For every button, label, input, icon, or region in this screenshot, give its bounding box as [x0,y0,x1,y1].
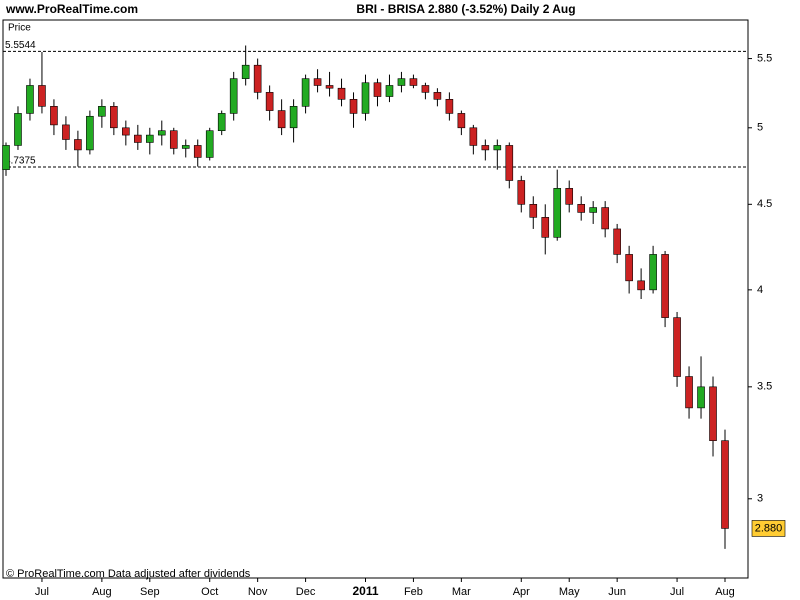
candle-body [98,106,106,117]
candle-body [493,145,502,151]
candle-body [613,228,621,255]
candle-body [86,115,94,151]
x-tick-label: Jul [35,586,49,598]
candle-body [709,386,717,441]
candle-body [14,113,22,146]
candle-body [661,254,669,318]
candle-body [685,376,693,409]
x-tick-label: Jul [670,586,684,598]
candle-body [122,127,130,136]
candle-body [601,207,609,230]
candle-body [457,113,466,129]
plot-frame [2,19,749,579]
candle-body [2,145,10,170]
x-tick-label: Dec [296,586,316,598]
x-tick-label: Mar [452,586,471,598]
candle-body [553,188,562,238]
x-tick-label: 2011 [352,584,378,598]
candle-body [38,85,46,107]
candle-body [301,78,310,107]
y-tick-label: 4.5 [757,198,772,210]
candle-body [373,82,382,97]
candle-body [625,254,633,282]
candle-body [146,134,154,143]
x-tick-label: Feb [404,586,423,598]
candle-body [469,127,478,146]
candle-body [26,85,34,114]
candle-body [565,188,574,205]
candle-body [361,82,370,114]
y-axis-label: Price [8,23,31,34]
x-tick-label: May [559,586,580,598]
y-tick-label: 3.5 [757,381,772,393]
last-price-label: 2.880 [755,522,783,534]
candle-body [697,386,705,409]
candle-body [157,130,166,136]
candle-body [505,145,514,181]
level-label: 5.5544 [5,40,36,51]
chart-title: BRI - BRISA 2.880 (-3.52%) Daily 2 Aug [356,2,575,16]
candle-body [433,92,442,100]
candle-body [205,130,214,158]
y-tick-label: 4 [757,284,763,296]
candle-body [445,99,454,114]
candle-body [241,64,250,79]
x-tick-label: Oct [201,586,218,598]
candle-body [649,254,657,291]
candle-body [397,78,406,86]
candle-body [134,134,142,143]
candle-body [577,204,586,213]
candle-body [337,87,346,100]
candle-body [409,78,418,86]
footer: © ProRealTime.com Data adjusted after di… [6,568,251,580]
x-tick-label: Apr [513,586,530,598]
candle-body [253,64,262,93]
candle-body [289,106,298,129]
candle-body [50,106,58,126]
candle-body [481,145,490,151]
candle-body [325,85,334,89]
x-tick-label: Nov [248,586,268,598]
candle-body [385,85,394,97]
y-tick-label: 5.5 [757,52,772,64]
candle-body [637,280,645,291]
y-tick-label: 5 [757,122,763,134]
x-tick-label: Aug [715,586,735,598]
candle-body [169,130,178,149]
candle-body [721,440,729,529]
candle-body [589,207,597,213]
candle-body [541,217,550,238]
candle-body [277,110,286,129]
x-tick-label: Jun [608,586,626,598]
candle-body [193,145,202,158]
candle-body [74,139,82,151]
candle-body [62,124,70,140]
candle-body [217,113,226,132]
candle-body [313,78,322,86]
site-name: www.ProRealTime.com [5,2,138,16]
candle-body [421,85,430,93]
candle-body [265,92,274,111]
candle-body [673,317,681,377]
candle-body [529,204,538,218]
candle-body [110,106,118,129]
last-price-box [751,520,786,537]
candle-body [181,145,190,149]
x-tick-label: Aug [92,586,112,598]
candle-body [229,78,238,114]
x-tick-label: Sep [140,586,160,598]
y-tick-label: 3 [757,493,763,505]
candle-body [349,99,358,114]
level-label: 4.7375 [5,156,36,167]
candle-body [517,180,526,205]
